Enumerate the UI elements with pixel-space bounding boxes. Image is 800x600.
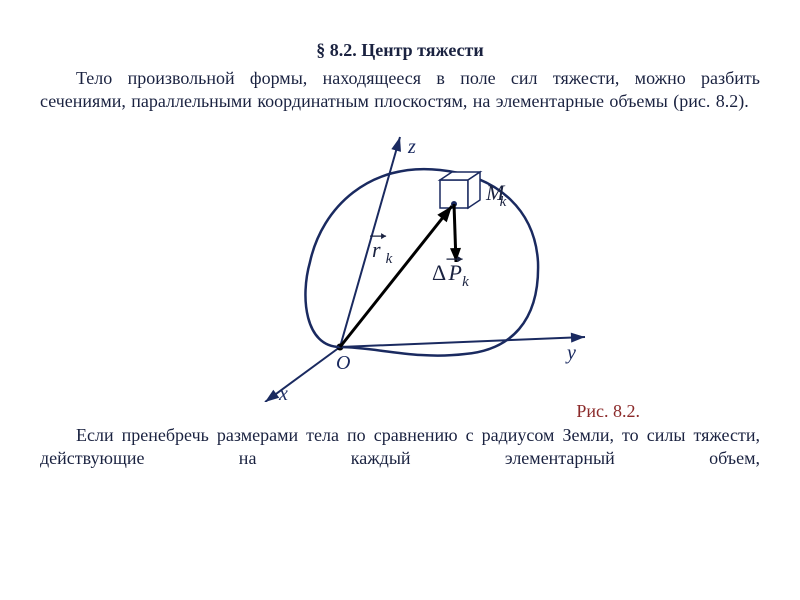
svg-text:O: O (336, 352, 350, 374)
figure-8-2: zyxOMkrkΔPk (40, 122, 760, 407)
svg-text:Δ: Δ (432, 260, 446, 285)
paragraph-1: Тело произвольной формы, находящееся в п… (40, 67, 760, 114)
svg-text:k: k (500, 194, 507, 210)
diagram-svg: zyxOMkrkΔPk (190, 122, 610, 402)
paragraph-2: Если пренебречь размерами тела по сравне… (40, 424, 760, 471)
svg-text:r: r (372, 237, 381, 262)
svg-text:k: k (386, 251, 393, 267)
svg-text:z: z (407, 136, 416, 158)
svg-text:P: P (448, 260, 462, 285)
svg-text:k: k (462, 274, 469, 290)
svg-text:x: x (278, 383, 288, 402)
svg-text:y: y (565, 342, 576, 364)
section-title: § 8.2. Центр тяжести (40, 40, 760, 61)
